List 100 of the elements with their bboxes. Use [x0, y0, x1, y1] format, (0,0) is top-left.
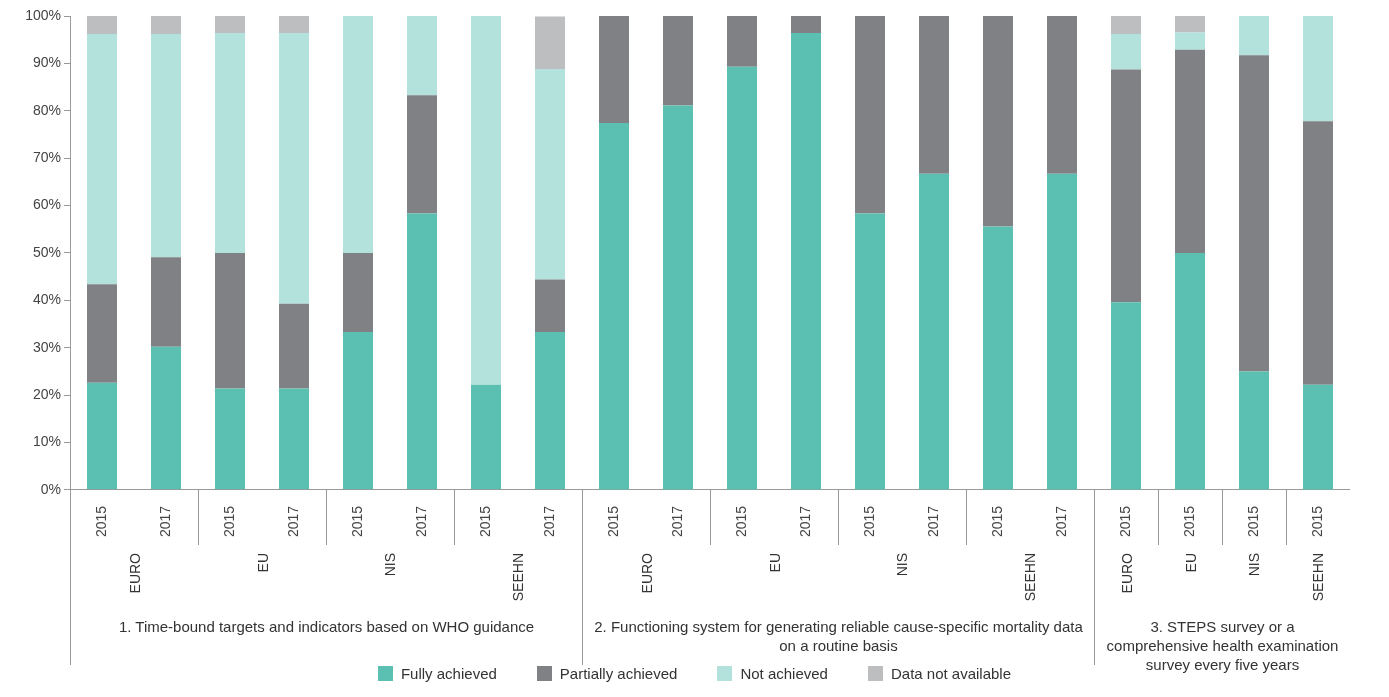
text: SEEHN	[510, 553, 527, 602]
bar	[663, 105, 693, 490]
x-tick-label: 2017	[412, 505, 429, 538]
bar	[727, 16, 757, 67]
legend-label: Not achieved	[740, 665, 828, 682]
x-tick-label: 2017	[284, 505, 301, 538]
x-tick-label: 2015	[1116, 505, 1133, 538]
text: EURO	[638, 553, 655, 594]
bar	[791, 16, 821, 34]
y-tick-label: 70%	[32, 149, 61, 166]
bar	[279, 388, 309, 490]
x-tick-label: 2015	[1308, 505, 1325, 538]
text: SEEHN	[1022, 553, 1039, 602]
bar	[535, 16, 565, 70]
text: NIS	[1246, 553, 1263, 577]
y-tick-label: 30%	[32, 338, 61, 355]
x-tick-label: 2015	[1180, 505, 1197, 538]
bar	[1111, 16, 1141, 35]
y-tick-label: 100%	[25, 6, 61, 23]
bar	[279, 16, 309, 34]
bar	[471, 16, 501, 385]
x-tick-label: 2017	[540, 505, 557, 538]
bar	[535, 69, 565, 280]
bar	[791, 33, 821, 490]
text: NIS	[894, 553, 911, 577]
x-tick-label: 2017	[668, 505, 685, 538]
text: EURO	[126, 553, 143, 594]
x-tick-label: 2015	[348, 505, 365, 538]
legend-label: Data not available	[890, 665, 1012, 682]
bar	[535, 279, 565, 333]
text: EU	[1182, 553, 1199, 573]
x-tick-label: 2015	[220, 505, 237, 538]
x-tick-label: 2015	[988, 505, 1005, 538]
bar	[1239, 371, 1269, 490]
bar	[983, 226, 1013, 490]
y-tick-label: 90%	[32, 54, 61, 71]
x-axis-title: 3. STEPS survey or a comprehensive health examination survey every five years	[1105, 617, 1340, 674]
bar	[151, 16, 181, 35]
bar	[919, 16, 949, 174]
x-tick-label: 2015	[92, 505, 109, 538]
bar	[983, 16, 1013, 227]
text: SEEHN	[1310, 553, 1327, 602]
bar	[599, 123, 629, 490]
text: EU	[254, 553, 271, 573]
bar	[343, 252, 373, 333]
x-tick-label: 2015	[604, 505, 621, 538]
bar	[343, 332, 373, 490]
bar	[727, 66, 757, 490]
bar	[407, 213, 437, 490]
y-tick-label: 10%	[32, 433, 61, 450]
bar	[407, 95, 437, 214]
bar	[663, 16, 693, 106]
bar	[1111, 302, 1141, 490]
x-tick-label: 2015	[860, 505, 877, 538]
bar	[343, 16, 373, 253]
y-tick-label: 60%	[32, 196, 61, 213]
bar	[1303, 121, 1333, 385]
bar	[1175, 49, 1205, 253]
bar	[855, 213, 885, 490]
bar	[87, 16, 117, 35]
x-axis-title: 1. Time-bound targets and indicators based on WHO guidance	[117, 617, 536, 636]
legend-label: Partially achieved	[559, 665, 678, 682]
text: NIS	[382, 553, 399, 577]
x-tick-label: 2015	[732, 505, 749, 538]
bar	[215, 388, 245, 490]
text: EU	[766, 553, 783, 573]
y-tick-label: 40%	[32, 291, 61, 308]
bar	[215, 33, 245, 253]
bar	[407, 16, 437, 96]
bar	[215, 252, 245, 389]
bar	[279, 303, 309, 389]
x-tick-label: 2015	[476, 505, 493, 538]
bar	[471, 384, 501, 490]
x-tick-label: 2017	[1052, 505, 1069, 538]
bar	[1111, 69, 1141, 303]
bar	[535, 332, 565, 490]
bar	[1239, 16, 1269, 56]
y-tick-label: 80%	[32, 101, 61, 118]
bar	[279, 33, 309, 304]
y-tick-label: 20%	[32, 385, 61, 402]
legend-label: Fully achieved	[400, 665, 497, 682]
bar	[1239, 55, 1269, 372]
bar	[151, 346, 181, 490]
bar	[1175, 32, 1205, 50]
x-axis-title: 2. Functioning system for generating reliable cause-specific mortality data on a routine basis	[593, 617, 1084, 655]
bar	[151, 34, 181, 258]
y-tick-label: 50%	[32, 243, 61, 260]
bar	[855, 16, 885, 214]
bar	[87, 382, 117, 490]
x-tick-label: 2017	[924, 505, 941, 538]
x-tick-label: 2017	[796, 505, 813, 538]
y-tick-label: 0%	[40, 480, 61, 497]
bar	[151, 257, 181, 347]
bar	[87, 34, 117, 285]
bar	[1111, 34, 1141, 70]
bar	[1175, 16, 1205, 33]
bar	[1047, 16, 1077, 174]
bar	[1175, 252, 1205, 490]
bar	[599, 16, 629, 124]
bar	[215, 16, 245, 34]
